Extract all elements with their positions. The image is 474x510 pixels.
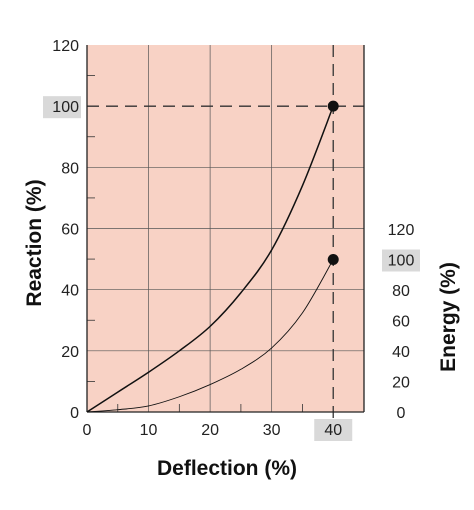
right-tick-label: 100 bbox=[388, 253, 415, 270]
bottom-tick-label: 0 bbox=[83, 422, 92, 439]
series-lines bbox=[86, 100, 339, 413]
right-tick-label: 120 bbox=[388, 222, 415, 239]
left-tick-label: 80 bbox=[61, 160, 79, 177]
bottom-tick-label: 30 bbox=[263, 422, 281, 439]
right-axis-title: Energy (%) bbox=[437, 262, 460, 372]
bottom-tick-label: 20 bbox=[201, 422, 219, 439]
axes bbox=[86, 45, 365, 413]
left-tick-label: 0 bbox=[70, 405, 79, 422]
x-axis-title: Deflection (%) bbox=[157, 457, 297, 480]
bottom-tick-label: 10 bbox=[140, 422, 158, 439]
right-tick-label: 40 bbox=[392, 344, 410, 361]
bottom-tick-label-highlight bbox=[314, 419, 353, 441]
right-tick-label: 60 bbox=[392, 314, 410, 331]
left-tick-label-highlight bbox=[43, 96, 81, 119]
energy-curve bbox=[86, 259, 334, 413]
right-tick-label-highlight bbox=[382, 249, 420, 272]
left-tick-label: 20 bbox=[61, 344, 79, 361]
tick-labels: 0 20 40 60 80 100 120 0 10 20 30 40 0 20 40 60 80 100 120 bbox=[43, 38, 420, 441]
left-tick-label: 60 bbox=[61, 222, 79, 239]
left-axis-title: Reaction (%) bbox=[23, 179, 46, 306]
right-tick-label: 20 bbox=[392, 375, 410, 392]
left-tick-label: 40 bbox=[61, 283, 79, 300]
bottom-tick-label: 40 bbox=[324, 422, 342, 439]
left-tick-label: 120 bbox=[52, 38, 79, 55]
reaction-curve bbox=[86, 105, 334, 413]
right-tick-label: 0 bbox=[397, 405, 406, 422]
reaction-endpoint bbox=[327, 100, 339, 112]
left-tick-label: 100 bbox=[52, 99, 79, 116]
right-tick-label: 80 bbox=[392, 283, 410, 300]
energy-endpoint bbox=[327, 254, 339, 265]
